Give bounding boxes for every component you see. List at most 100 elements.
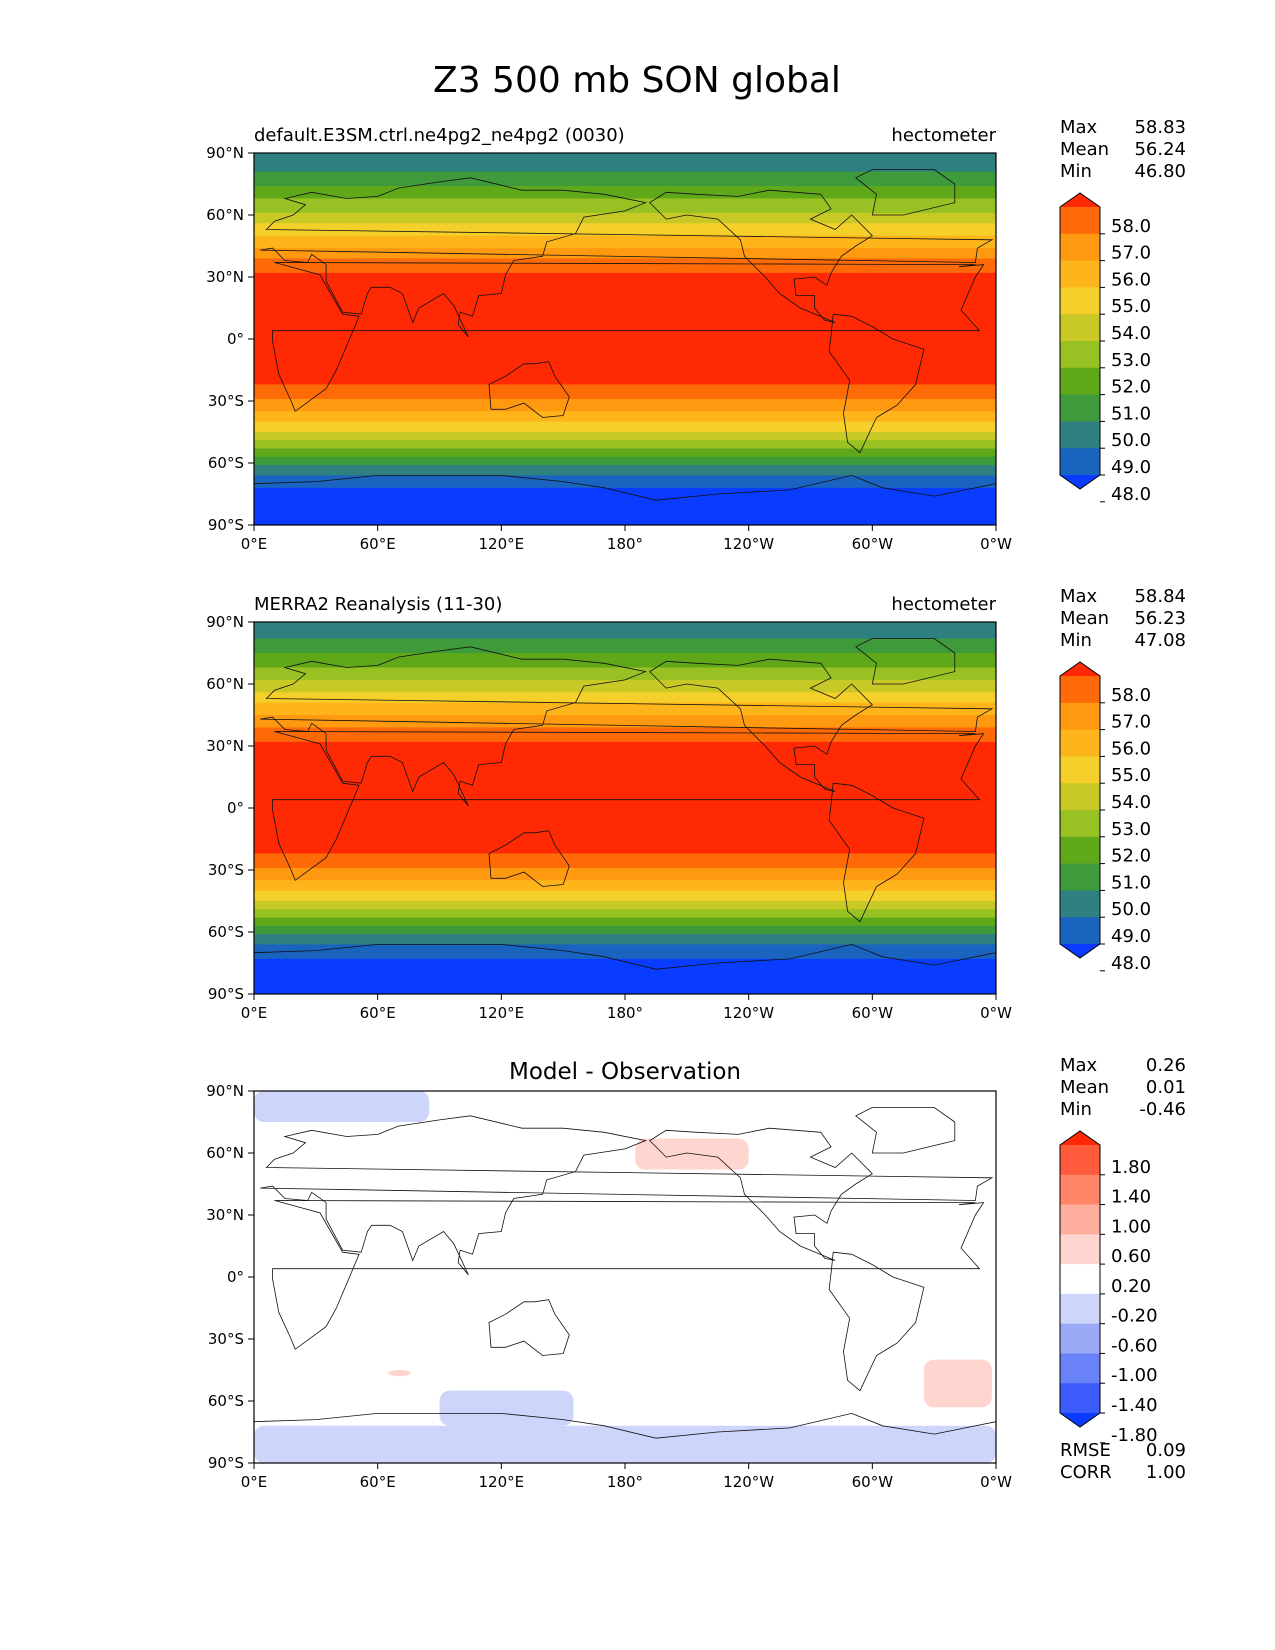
field-band	[254, 892, 996, 896]
field-band	[254, 429, 996, 433]
field-band	[254, 266, 996, 270]
field-band	[254, 758, 996, 762]
field-band	[254, 907, 996, 910]
field-band	[254, 194, 996, 197]
y-tick-label: 90°N	[206, 613, 244, 631]
coastline	[488, 1299, 570, 1356]
field-band	[254, 661, 996, 664]
field-band	[254, 820, 996, 824]
colorbar-tick-label: 55.0	[1111, 296, 1151, 317]
field-band	[254, 481, 996, 485]
field-band	[254, 791, 996, 795]
field-band	[254, 861, 996, 865]
field-band	[254, 520, 996, 524]
field-band	[254, 440, 996, 443]
field-band	[254, 987, 996, 991]
anomaly-region-negative	[254, 1425, 996, 1463]
colorbar-cell	[1060, 863, 1100, 891]
field-band	[254, 665, 996, 669]
field-band	[254, 880, 996, 883]
field-band	[254, 380, 996, 383]
panel-title-center: Model - Observation	[509, 1059, 741, 1085]
field-band	[254, 650, 996, 654]
y-tick-label: 30°N	[206, 737, 244, 755]
field-band	[254, 316, 996, 319]
field-band	[254, 392, 996, 396]
field-band	[254, 743, 996, 747]
colorbar: 58.0 57.0 56.0 55.0 54.0 53.0 52.0 51.0 50.0 49.0…	[1059, 661, 1151, 974]
metric-label: RMSE	[1060, 1440, 1111, 1461]
colorbar-cell	[1060, 1174, 1100, 1206]
colorbar-cell	[1060, 287, 1100, 315]
field-band	[254, 985, 996, 989]
coastline	[855, 1107, 956, 1154]
field-band	[254, 504, 996, 507]
field-band	[254, 446, 996, 450]
field-band	[254, 248, 996, 251]
field-band	[254, 456, 996, 460]
y-tick-label: 90°S	[208, 985, 244, 1003]
field-band	[254, 981, 996, 985]
field-band	[254, 626, 996, 629]
field-band	[254, 789, 996, 793]
colorbar-tick-label: 49.0	[1111, 457, 1151, 478]
field-band	[254, 421, 996, 425]
field-band	[254, 272, 996, 276]
field-band	[254, 326, 996, 330]
field-band	[254, 917, 996, 921]
field-band	[254, 872, 996, 875]
field-band	[254, 471, 996, 474]
field-band	[254, 438, 996, 441]
field-band	[254, 810, 996, 813]
field-band	[254, 221, 996, 224]
field-band	[254, 752, 996, 755]
field-band	[254, 467, 996, 470]
field-band	[254, 502, 996, 505]
colorbar-cell	[1060, 702, 1100, 731]
field-band	[254, 436, 996, 439]
x-tick-label: 60°W	[852, 535, 894, 553]
field-band	[254, 932, 996, 935]
colorbar-extend-bottom	[1060, 1413, 1100, 1427]
field-band	[254, 386, 996, 390]
colorbar-tick-label: 55.0	[1111, 765, 1151, 786]
field-band	[254, 874, 996, 877]
colorbar-extend-top	[1060, 662, 1100, 676]
field-band	[254, 735, 996, 739]
field-band	[254, 756, 996, 759]
field-band	[254, 799, 996, 803]
colorbar-tick-label: 57.0	[1111, 712, 1151, 733]
field-band	[254, 853, 996, 857]
colorbar-tick-label: 48.0	[1111, 953, 1151, 974]
field-band	[254, 285, 996, 288]
field-band	[254, 231, 996, 235]
field-band	[254, 870, 996, 873]
stat-label: Max	[1060, 1055, 1098, 1076]
y-tick-label: 30°N	[206, 268, 244, 286]
field-band	[254, 208, 996, 212]
field-band	[254, 167, 996, 171]
field-band	[254, 764, 996, 768]
colorbar-tick-label: 0.20	[1111, 1276, 1151, 1297]
field-band	[254, 867, 996, 871]
field-band	[254, 901, 996, 904]
field-band	[254, 684, 996, 687]
field-band	[254, 719, 996, 722]
colorbar-tick-label: 57.0	[1111, 243, 1151, 264]
field-band	[254, 308, 996, 311]
field-band	[254, 781, 996, 784]
field-band	[254, 863, 996, 867]
field-band	[254, 690, 996, 693]
field-band	[254, 746, 996, 749]
field-band	[254, 310, 996, 313]
field-band	[254, 274, 996, 278]
x-tick-label: 0°E	[241, 1473, 268, 1491]
field-band	[254, 254, 996, 257]
field-band	[254, 723, 996, 726]
field-band	[254, 173, 996, 177]
field-band	[254, 774, 996, 778]
x-tick-label: 180°	[607, 1004, 643, 1022]
field-band	[254, 163, 996, 166]
field-band	[254, 357, 996, 361]
field-band	[254, 915, 996, 919]
